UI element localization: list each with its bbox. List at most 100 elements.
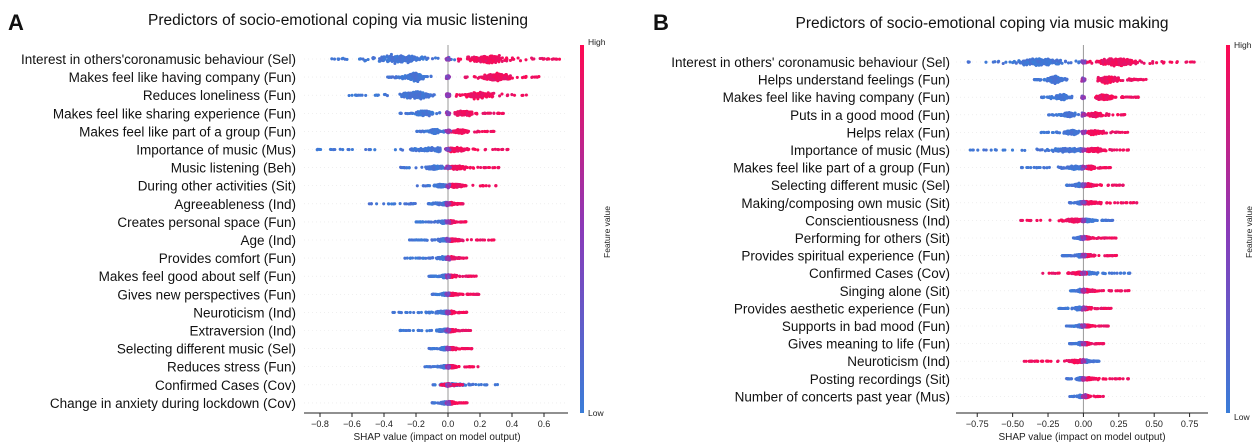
shap-point bbox=[465, 147, 469, 151]
shap-point bbox=[475, 238, 479, 242]
shap-point bbox=[438, 148, 442, 152]
shap-point bbox=[435, 112, 439, 116]
shap-point bbox=[425, 92, 429, 96]
shap-point bbox=[415, 129, 419, 133]
shap-point bbox=[497, 54, 501, 58]
shap-point bbox=[457, 164, 461, 169]
shap-point bbox=[421, 111, 425, 115]
shap-point bbox=[382, 202, 386, 206]
shap-point bbox=[456, 149, 460, 153]
panel-a: A Predictors of socio-emotional coping v… bbox=[8, 10, 612, 443]
shap-point bbox=[338, 147, 342, 151]
shap-point bbox=[484, 59, 488, 63]
shap-point bbox=[460, 183, 464, 187]
beeswarm-row bbox=[386, 71, 541, 84]
shap-point bbox=[461, 274, 465, 278]
shap-point bbox=[406, 112, 410, 116]
shap-point bbox=[421, 184, 425, 188]
shap-point bbox=[515, 75, 519, 79]
shap-point bbox=[375, 202, 379, 206]
shap-point bbox=[412, 55, 416, 59]
shap-point bbox=[450, 257, 455, 261]
shap-point bbox=[341, 56, 345, 60]
shap-point bbox=[451, 275, 455, 279]
shap-point bbox=[490, 95, 494, 99]
shap-point bbox=[451, 147, 455, 151]
shap-point bbox=[422, 96, 426, 100]
shap-point bbox=[469, 238, 473, 242]
shap-point bbox=[429, 74, 433, 79]
shap-point bbox=[469, 112, 473, 116]
shap-point bbox=[440, 256, 444, 260]
shap-point bbox=[444, 201, 448, 205]
shap-point bbox=[418, 94, 422, 98]
shap-point bbox=[481, 111, 485, 115]
shap-point bbox=[453, 185, 457, 189]
shap-point bbox=[346, 147, 350, 152]
shap-point bbox=[430, 238, 434, 242]
shap-point bbox=[347, 93, 351, 98]
shap-point bbox=[390, 202, 394, 206]
shap-point bbox=[452, 238, 456, 242]
shap-point bbox=[510, 56, 514, 60]
shap-point bbox=[532, 57, 536, 61]
shap-point bbox=[448, 221, 452, 225]
shap-point bbox=[388, 56, 392, 60]
shap-point bbox=[488, 56, 492, 60]
shap-point bbox=[414, 147, 418, 151]
shap-point bbox=[431, 111, 435, 115]
shap-point bbox=[376, 93, 380, 97]
shap-point bbox=[395, 57, 399, 62]
panel-label-a: A bbox=[8, 10, 24, 35]
shap-point bbox=[436, 184, 440, 188]
shap-point bbox=[493, 54, 497, 59]
shap-point bbox=[472, 166, 476, 170]
shap-point bbox=[399, 147, 403, 151]
shap-point bbox=[414, 166, 418, 170]
shap-point bbox=[461, 202, 465, 206]
shap-point bbox=[418, 113, 422, 117]
shap-point bbox=[465, 238, 469, 242]
shap-point bbox=[456, 184, 460, 189]
feature-label: Confirmed Cases (Cov) bbox=[155, 378, 296, 393]
shap-point bbox=[466, 274, 470, 278]
shap-point bbox=[380, 55, 384, 59]
shap-point bbox=[518, 59, 523, 63]
shap-point bbox=[477, 56, 481, 60]
shap-point bbox=[473, 147, 477, 151]
shap-point bbox=[432, 93, 436, 97]
shap-point bbox=[371, 56, 375, 60]
shap-point bbox=[400, 58, 404, 62]
shap-point bbox=[524, 58, 528, 62]
shap-point bbox=[446, 275, 450, 279]
shap-point bbox=[426, 220, 430, 224]
shap-point bbox=[427, 110, 431, 114]
shap-point bbox=[456, 238, 460, 242]
shap-point bbox=[430, 57, 435, 61]
shap-point bbox=[350, 93, 354, 97]
shap-point bbox=[458, 112, 462, 116]
beeswarm-row bbox=[399, 164, 501, 171]
shap-point bbox=[432, 220, 436, 224]
shap-point bbox=[414, 256, 418, 260]
shap-point bbox=[373, 148, 377, 152]
chart-title-a: Predictors of socio-emotional coping via… bbox=[148, 12, 528, 29]
shap-point bbox=[403, 166, 407, 170]
shap-point bbox=[520, 93, 524, 97]
shap-point bbox=[433, 238, 437, 242]
feature-label: Change in anxiety during lockdown (Cov) bbox=[50, 396, 296, 411]
shap-point bbox=[463, 75, 467, 79]
shap-point bbox=[332, 57, 337, 61]
shap-point bbox=[416, 238, 420, 242]
shap-point bbox=[433, 56, 438, 60]
shap-point bbox=[501, 147, 505, 151]
shap-point bbox=[510, 93, 514, 97]
shap-point bbox=[480, 93, 484, 97]
feature-label: Interest in others'coronamusic behaviour… bbox=[21, 52, 296, 67]
shap-point bbox=[418, 58, 422, 62]
shap-point bbox=[455, 202, 459, 206]
shap-point bbox=[436, 130, 440, 134]
shap-point bbox=[460, 93, 464, 97]
shap-point bbox=[460, 130, 464, 134]
shap-point bbox=[491, 238, 495, 242]
